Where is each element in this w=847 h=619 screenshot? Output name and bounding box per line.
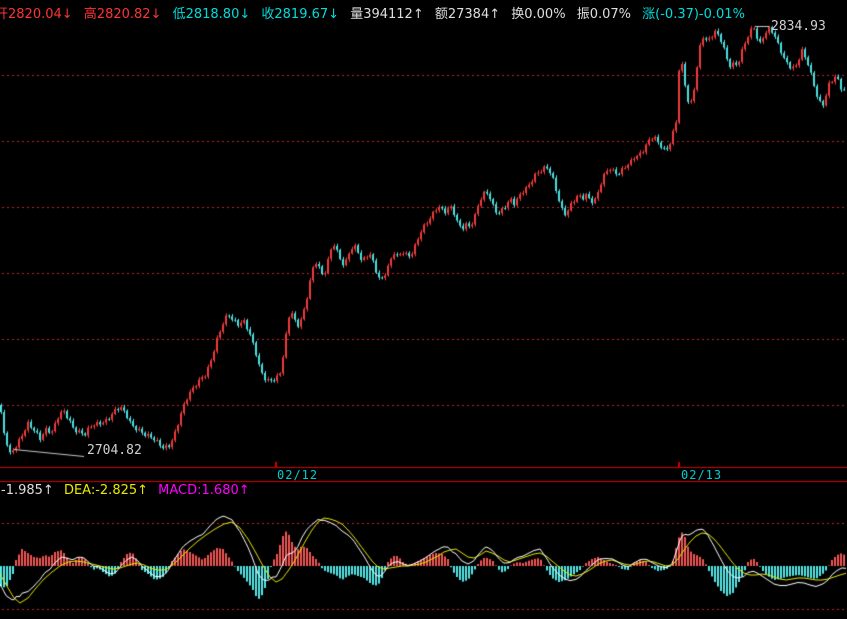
macd-indicator-labels: -1.985↑ DEA:-2.825↑ MACD:1.680↑	[1, 483, 256, 498]
date-label-0213: 02/13	[681, 468, 723, 482]
low-price-label: 2704.82	[87, 443, 142, 458]
date-label-0212: 02/12	[277, 468, 319, 482]
info-open-value: 开2820.04↓	[0, 7, 73, 22]
macd-macd-value: MACD:1.680↑	[158, 483, 250, 498]
info-turnover-value: 换0.00%	[511, 7, 566, 22]
info-change-value: 涨(-0.37)-0.01%	[642, 7, 745, 22]
info-amount-value: 额27384↑	[434, 7, 501, 22]
info-bar: 开2820.04↓ 高2820.82↓ 低2818.80↓ 收2819.67↓ …	[0, 3, 752, 22]
info-amplitude-value: 振0.07%	[576, 7, 632, 22]
macd-dea-value: DEA:-2.825↑	[63, 483, 149, 498]
macd-dif-value: -1.985↑	[1, 483, 54, 498]
info-low-value: 低2818.80↓	[172, 7, 251, 22]
info-volume-value: 量394112↑	[350, 7, 424, 22]
info-high-value: 高2820.82↓	[83, 7, 162, 22]
high-price-label: 2834.93	[771, 19, 826, 34]
info-close-value: 收2819.67↓	[261, 7, 340, 22]
